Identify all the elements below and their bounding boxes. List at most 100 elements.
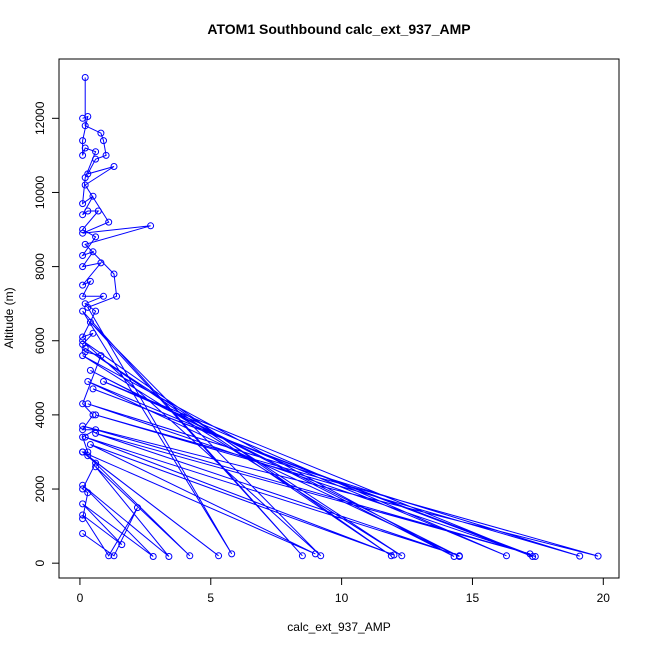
data-point	[105, 218, 113, 226]
data-point	[81, 144, 89, 152]
data-point	[113, 292, 121, 300]
data-point	[79, 200, 87, 208]
data-point	[594, 552, 602, 560]
data-point	[97, 129, 105, 137]
data-point	[92, 429, 100, 437]
data-point	[86, 441, 94, 448]
data-point	[186, 552, 194, 560]
data-point	[92, 459, 100, 467]
data-point	[89, 329, 97, 337]
data-point	[84, 489, 92, 497]
y-tick-label: 2000	[33, 475, 47, 502]
data-point	[79, 252, 87, 259]
data-point	[79, 333, 87, 341]
data-point	[97, 259, 105, 267]
data-point	[92, 148, 100, 156]
data-point	[97, 352, 105, 360]
y-tick-label: 0	[33, 560, 47, 567]
data-point	[81, 300, 89, 308]
data-point	[84, 448, 92, 456]
data-point	[147, 222, 155, 230]
data-point	[79, 340, 87, 348]
data-point	[84, 400, 92, 408]
data-point	[79, 426, 87, 434]
y-tick-label: 10000	[33, 175, 47, 209]
data-point	[79, 515, 87, 523]
data-point	[110, 270, 118, 278]
data-point	[105, 552, 113, 560]
data-point	[92, 426, 100, 434]
y-tick-label: 4000	[33, 401, 47, 428]
data-point	[79, 307, 87, 315]
data-point	[86, 366, 94, 374]
data-point	[110, 552, 118, 560]
y-tick-label: 12000	[33, 101, 47, 135]
data-point	[81, 348, 89, 356]
data-point	[79, 137, 87, 145]
data-point	[79, 530, 87, 537]
data-point	[79, 433, 87, 441]
data-point	[118, 541, 126, 549]
data-point	[79, 281, 87, 289]
x-tick-label: 0	[77, 591, 84, 605]
data-point	[100, 292, 107, 300]
data-point	[81, 174, 89, 182]
data-point	[215, 552, 223, 560]
chart-title: ATOM1 Southbound calc_ext_937_AMP	[207, 21, 470, 37]
data-point	[81, 74, 89, 81]
x-axis: 0 5 10 15 20	[77, 577, 611, 605]
data-point	[94, 207, 102, 215]
data-point	[576, 552, 584, 560]
data-point	[79, 151, 87, 159]
data-point	[100, 137, 107, 145]
y-tick-label: 6000	[33, 327, 47, 354]
data-point	[86, 277, 94, 285]
data-point	[526, 550, 534, 558]
data-point	[228, 550, 236, 558]
data-point	[81, 240, 89, 248]
y-axis-label: Altitude (m)	[2, 287, 16, 348]
data-point	[165, 553, 173, 560]
y-axis: 0 2000 4000 6000 8000 10000 12000	[33, 101, 60, 567]
data-point	[79, 211, 87, 219]
data-point	[89, 248, 97, 256]
data-point	[92, 307, 100, 315]
x-tick-label: 5	[207, 591, 214, 605]
series-line	[82, 77, 599, 557]
data-point	[79, 263, 87, 271]
data-point	[390, 551, 398, 559]
x-axis-label: calc_ext_937_AMP	[287, 620, 390, 634]
data-point	[102, 151, 110, 159]
data-point	[89, 385, 97, 393]
data-point	[84, 207, 92, 215]
data-point	[79, 229, 87, 237]
data-point	[89, 411, 97, 419]
data-point	[84, 113, 92, 120]
x-tick-label: 20	[597, 591, 611, 605]
data-point	[79, 292, 87, 300]
data-point	[134, 504, 141, 512]
data-point	[79, 485, 87, 493]
data-point	[503, 552, 510, 560]
data-point	[455, 552, 463, 560]
data-point	[79, 226, 87, 233]
data-point	[110, 163, 118, 170]
data-point	[92, 233, 100, 241]
data-point	[79, 400, 87, 408]
x-tick-label: 15	[466, 591, 480, 605]
data-point	[450, 553, 458, 560]
y-tick-label: 8000	[33, 253, 47, 280]
data-point	[100, 378, 107, 385]
data-point	[149, 553, 157, 560]
data-point	[86, 318, 94, 326]
data-point	[311, 550, 319, 558]
data-point	[84, 452, 92, 460]
series-line	[81, 115, 104, 519]
data-point	[298, 552, 306, 560]
data-point	[398, 552, 406, 560]
data-point	[89, 192, 97, 200]
series-layer	[79, 74, 602, 560]
x-tick-label: 10	[335, 591, 349, 605]
data-point	[79, 448, 87, 456]
